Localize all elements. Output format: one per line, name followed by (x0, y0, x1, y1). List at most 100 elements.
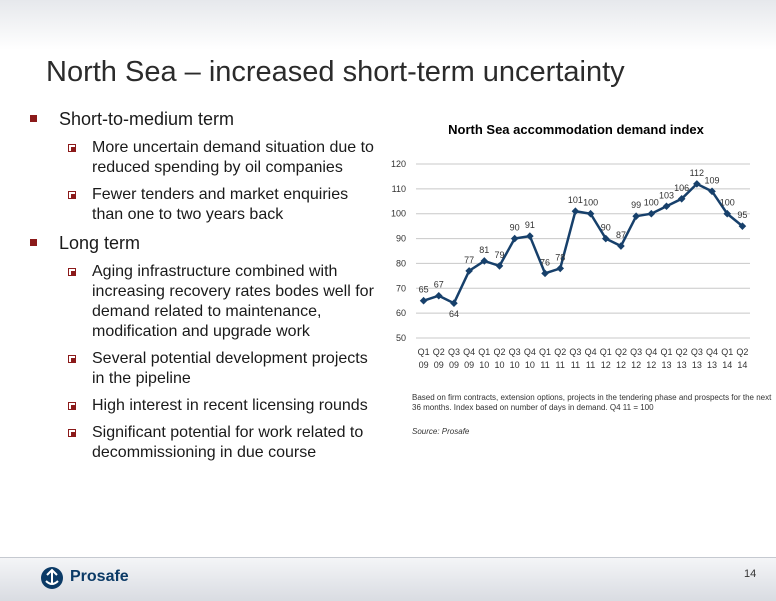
footer-bar (0, 557, 776, 601)
data-point (556, 264, 565, 273)
x-tick-label: Q4 (463, 347, 475, 357)
x-tick-label: Q2 (676, 347, 688, 357)
x-tick-label: 13 (661, 360, 671, 370)
chart-footnote: Based on firm contracts, extension optio… (412, 393, 772, 412)
chart-title: North Sea accommodation demand index (448, 122, 704, 137)
x-tick-label: Q4 (585, 347, 597, 357)
y-tick-label: 80 (396, 258, 406, 268)
data-point (632, 212, 640, 220)
checkbox-bullet-icon (68, 144, 76, 152)
x-tick-label: Q1 (539, 347, 551, 357)
sub-bullet: Aging infrastructure combined with incre… (30, 262, 380, 342)
data-label: 79 (494, 250, 504, 260)
data-point (526, 232, 534, 240)
data-label: 81 (479, 245, 489, 255)
x-tick-label: Q2 (493, 347, 505, 357)
data-point (708, 187, 716, 196)
data-label: 90 (601, 223, 611, 233)
sub-bullet-text: Significant potential for work related t… (92, 424, 364, 461)
checkbox-bullet-icon (68, 355, 76, 363)
data-label: 65 (419, 285, 429, 295)
data-label: 100 (644, 198, 659, 208)
x-tick-label: Q3 (691, 347, 703, 357)
data-label: 106 (674, 183, 689, 193)
data-point (465, 267, 473, 275)
data-label: 100 (720, 198, 735, 208)
data-point (617, 242, 625, 250)
data-point (510, 234, 519, 243)
sub-bullet: More uncertain demand situation due to r… (30, 138, 380, 178)
x-tick-label: 12 (631, 360, 641, 370)
x-tick-label: Q1 (600, 347, 612, 357)
sub-bullet-text: Several potential development projects i… (92, 350, 368, 387)
x-tick-label: 12 (616, 360, 626, 370)
square-bullet-icon (30, 239, 37, 246)
data-point (693, 180, 701, 188)
x-tick-label: 09 (419, 360, 429, 370)
sub-bullet-text: More uncertain demand situation due to r… (92, 139, 374, 176)
sub-bullet: Fewer tenders and market enquiries than … (30, 185, 380, 225)
x-tick-label: Q2 (615, 347, 627, 357)
x-tick-label: 14 (722, 360, 732, 370)
x-tick-label: 13 (677, 360, 687, 370)
x-tick-label: Q1 (418, 347, 430, 357)
data-point (450, 299, 458, 307)
x-tick-label: 13 (692, 360, 702, 370)
x-tick-label: 12 (646, 360, 656, 370)
data-point (495, 262, 504, 270)
data-label: 67 (434, 280, 444, 290)
x-tick-label: Q1 (660, 347, 672, 357)
data-label: 77 (464, 255, 474, 265)
data-label: 99 (631, 200, 641, 210)
y-tick-label: 60 (396, 308, 406, 318)
prosafe-logo-icon (41, 567, 63, 589)
bullet-heading: Long term (59, 233, 141, 253)
top-banner (0, 0, 776, 50)
data-label: 109 (705, 175, 720, 185)
brand-name: Prosafe (70, 568, 129, 585)
x-tick-label: 10 (525, 360, 535, 370)
bullet-list: Short-to-medium term More uncertain dema… (30, 108, 380, 470)
page-number: 14 (744, 568, 757, 580)
sub-bullet: High interest in recent licensing rounds (30, 396, 380, 416)
data-label: 64 (449, 309, 459, 319)
data-point (677, 195, 686, 203)
checkbox-bullet-icon (68, 191, 76, 199)
sub-bullet: Several potential development projects i… (30, 349, 380, 389)
data-point (571, 207, 580, 216)
x-tick-label: Q2 (554, 347, 566, 357)
data-label: 76 (540, 257, 550, 267)
data-point (738, 222, 747, 230)
x-tick-label: 11 (586, 360, 595, 370)
data-point (480, 257, 489, 265)
data-point (586, 209, 595, 218)
x-tick-label: 11 (571, 360, 580, 370)
x-tick-label: Q2 (736, 347, 748, 357)
bullet-short-term: Short-to-medium term (30, 108, 380, 130)
data-label: 78 (555, 252, 565, 262)
x-tick-label: 09 (434, 360, 444, 370)
sub-bullet-text: Fewer tenders and market enquiries than … (92, 186, 349, 223)
x-tick-label: 12 (601, 360, 611, 370)
data-point (541, 269, 549, 278)
data-label: 91 (525, 220, 535, 230)
bullet-heading: Short-to-medium term (59, 109, 235, 129)
data-label: 95 (737, 210, 747, 220)
checkbox-bullet-icon (68, 402, 76, 410)
x-tick-label: 11 (540, 360, 549, 370)
data-label: 112 (690, 168, 704, 178)
slide-title: North Sea – increased short-term uncerta… (46, 56, 625, 88)
x-tick-label: 11 (556, 360, 565, 370)
data-label: 90 (510, 223, 520, 233)
x-tick-label: 10 (479, 360, 489, 370)
chart-plot: 50 60 70 80 90 100 110 120 Q1 09 Q2 09 Q3 09 Q4 09 Q1 10 Q… (391, 159, 750, 370)
sub-bullet-text: High interest in recent licensing rounds (92, 397, 368, 414)
y-tick-label: 90 (396, 234, 406, 244)
x-tick-label: 14 (737, 360, 747, 370)
x-tick-label: Q1 (478, 347, 490, 357)
y-tick-label: 70 (396, 283, 406, 293)
y-tick-label: 100 (391, 209, 406, 219)
x-tick-label: Q4 (706, 347, 718, 357)
checkbox-bullet-icon (68, 268, 76, 276)
data-point (647, 209, 656, 218)
